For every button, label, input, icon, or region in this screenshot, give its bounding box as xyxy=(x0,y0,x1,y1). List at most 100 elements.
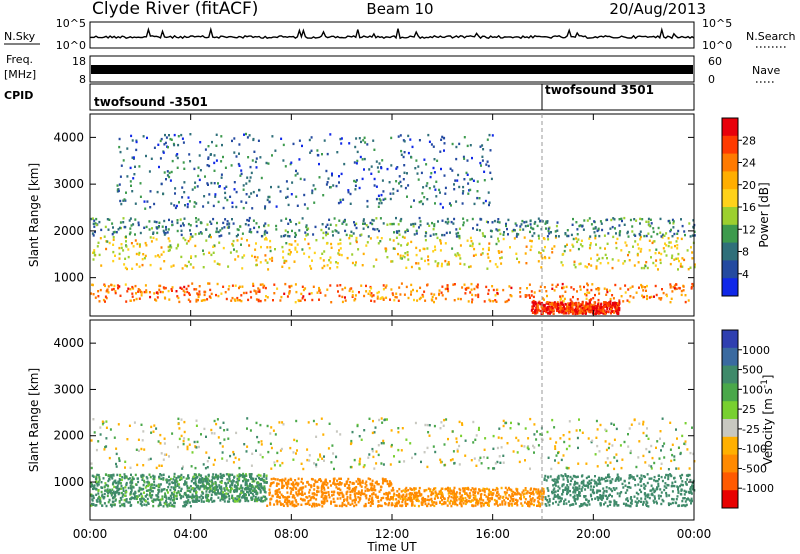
data-point xyxy=(201,482,204,485)
data-point xyxy=(530,239,533,243)
data-point xyxy=(339,284,342,287)
data-point xyxy=(669,230,672,233)
data-point xyxy=(188,153,191,156)
data-point xyxy=(392,293,395,297)
data-point xyxy=(250,296,253,299)
data-point xyxy=(112,500,115,504)
data-point xyxy=(186,203,189,206)
data-point xyxy=(213,161,216,165)
data-point xyxy=(97,290,100,293)
data-point xyxy=(690,285,693,289)
data-point xyxy=(520,495,522,498)
data-point xyxy=(263,485,266,488)
data-point xyxy=(398,229,401,233)
data-point xyxy=(373,431,376,434)
data-point xyxy=(188,443,191,446)
cpid-strip: CPID twofsound -3501 twofsound 3501 xyxy=(4,83,695,111)
data-point xyxy=(569,301,572,305)
data-point xyxy=(479,145,482,148)
data-point xyxy=(417,165,420,168)
data-point xyxy=(349,493,352,497)
data-point xyxy=(248,487,251,490)
data-point xyxy=(312,495,315,498)
data-point xyxy=(353,504,356,508)
data-point xyxy=(613,423,615,426)
data-point xyxy=(294,301,297,304)
data-point xyxy=(337,252,340,255)
data-point xyxy=(378,229,380,233)
data-point xyxy=(248,134,251,137)
data-point xyxy=(269,246,272,249)
data-point xyxy=(415,246,418,250)
data-point xyxy=(514,229,516,232)
data-point xyxy=(627,433,629,436)
data-point xyxy=(481,252,484,255)
data-point xyxy=(218,484,221,487)
data-point xyxy=(415,253,418,257)
data-point xyxy=(180,418,183,421)
data-point xyxy=(383,478,386,482)
data-point xyxy=(255,298,258,301)
data-point xyxy=(410,240,413,244)
data-point xyxy=(530,290,533,293)
data-point xyxy=(602,310,605,313)
data-point xyxy=(187,476,190,480)
data-point xyxy=(233,298,236,301)
data-point xyxy=(283,496,286,499)
data-point xyxy=(101,494,104,498)
data-point xyxy=(166,231,169,234)
data-point xyxy=(650,235,653,238)
data-point xyxy=(125,300,128,303)
data-point xyxy=(502,237,505,241)
data-point xyxy=(364,141,367,144)
data-point xyxy=(596,259,599,262)
data-point xyxy=(578,224,581,228)
data-point xyxy=(485,495,488,498)
data-point xyxy=(231,473,234,476)
data-point xyxy=(182,141,185,144)
data-point xyxy=(209,288,212,292)
data-point xyxy=(159,284,162,288)
data-point xyxy=(534,308,537,312)
data-point xyxy=(249,429,252,432)
data-point xyxy=(462,221,465,224)
data-point xyxy=(281,461,284,465)
data-point xyxy=(299,177,302,181)
data-point xyxy=(273,283,276,286)
data-point xyxy=(329,256,332,259)
data-point xyxy=(92,293,95,296)
data-point xyxy=(98,476,101,479)
colorbar-swatch xyxy=(722,135,738,155)
data-point xyxy=(554,302,557,306)
data-point xyxy=(486,252,489,256)
data-point xyxy=(377,205,380,208)
data-point xyxy=(566,243,568,246)
data-point xyxy=(362,227,365,230)
data-point xyxy=(297,482,300,485)
data-point xyxy=(181,196,184,199)
data-point xyxy=(687,299,690,302)
data-point xyxy=(221,476,224,479)
data-point xyxy=(124,466,126,469)
data-point xyxy=(256,256,259,259)
data-point xyxy=(604,247,606,250)
data-point xyxy=(222,474,225,477)
data-point xyxy=(122,493,125,496)
data-point xyxy=(155,220,158,224)
data-point xyxy=(242,491,244,494)
data-point xyxy=(124,494,126,497)
data-point xyxy=(400,449,403,452)
data-point xyxy=(176,153,179,156)
data-point xyxy=(132,287,135,290)
data-point xyxy=(352,482,355,485)
data-point xyxy=(157,440,160,443)
data-point xyxy=(578,310,581,313)
data-point xyxy=(129,180,132,183)
data-point xyxy=(349,497,352,500)
data-point xyxy=(430,298,433,301)
data-point xyxy=(190,255,193,258)
data-point xyxy=(260,235,263,238)
data-point xyxy=(222,155,224,159)
data-point xyxy=(441,262,443,266)
data-point xyxy=(432,228,435,231)
